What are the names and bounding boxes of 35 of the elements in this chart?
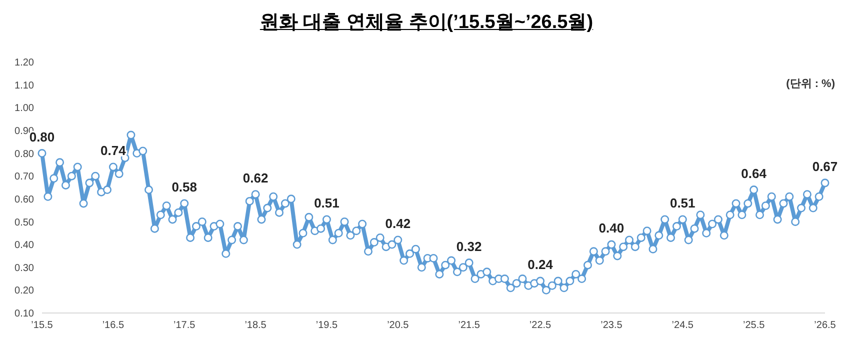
chart-title: 원화 대출 연체율 추이(’15.5월~’26.5월) xyxy=(260,12,594,33)
x-tick-label: ’23.5 xyxy=(600,320,623,332)
y-tick-label: 0.10 xyxy=(14,308,34,320)
y-tick-label: 0.20 xyxy=(14,286,34,297)
x-tick-label: ’21.5 xyxy=(458,320,480,332)
data-label: 0.40 xyxy=(598,220,624,236)
y-tick-label: 0.40 xyxy=(14,240,34,252)
data-label: 0.67 xyxy=(812,158,838,174)
x-tick-label: ’22.5 xyxy=(529,320,552,332)
x-tick-label: ’25.5 xyxy=(742,320,766,332)
data-label: 0.51 xyxy=(314,195,340,210)
annotation: (단위 : %) xyxy=(786,77,835,91)
x-tick-label: ’24.5 xyxy=(672,320,694,332)
data-label: 0.24 xyxy=(528,257,554,272)
y-tick-label: 0.70 xyxy=(14,172,34,183)
x-tick-label: ’15.5 xyxy=(31,320,54,332)
y-tick-label: 1.00 xyxy=(14,103,34,114)
x-tick-label: ’26.5 xyxy=(814,320,836,332)
data-label: 0.64 xyxy=(741,166,768,181)
x-tick-label: ’16.5 xyxy=(102,320,124,332)
x-tick-label: ’17.5 xyxy=(174,320,196,332)
x-tick-label: ’18.5 xyxy=(244,320,267,332)
y-tick-label: 0.30 xyxy=(14,262,34,274)
y-tick-label: 1.10 xyxy=(14,80,34,92)
data-label: 0.58 xyxy=(172,179,198,194)
x-tick-label: ’19.5 xyxy=(316,320,338,332)
y-tick-label: 0.50 xyxy=(14,217,34,228)
y-tick-label: 1.20 xyxy=(14,58,34,69)
x-tick-label: ’20.5 xyxy=(387,320,410,332)
y-tick-label: 0.80 xyxy=(14,148,34,160)
data-label: 0.32 xyxy=(456,238,482,254)
data-label: 0.51 xyxy=(670,195,696,210)
y-tick-label: 0.60 xyxy=(14,194,34,206)
data-label: 0.42 xyxy=(385,216,411,231)
data-label: 0.62 xyxy=(242,170,268,186)
